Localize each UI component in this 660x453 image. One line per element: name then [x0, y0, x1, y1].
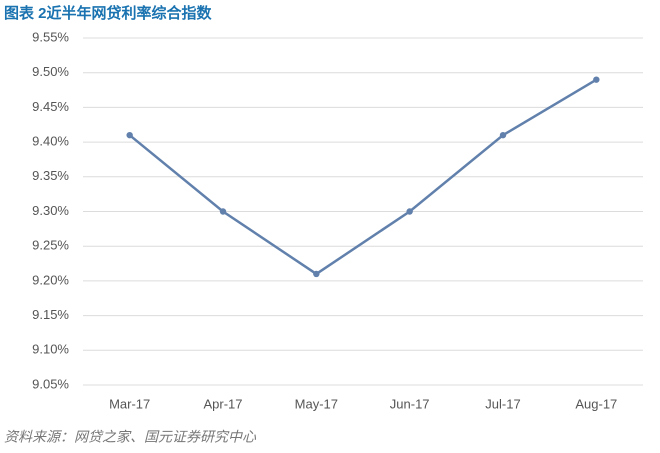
- source-note: 资料来源：网贷之家、国元证券研究中心: [4, 429, 257, 445]
- x-tick-label: Aug-17: [575, 396, 617, 411]
- y-tick-label: 9.05%: [32, 376, 69, 391]
- data-point: [406, 208, 413, 215]
- data-line: [128, 78, 597, 276]
- chart-title: 图表 2近半年网贷利率综合指数: [4, 4, 213, 22]
- x-tick-label: Mar-17: [109, 396, 150, 411]
- y-tick-label: 9.35%: [32, 168, 69, 183]
- data-point: [219, 208, 227, 215]
- y-tick-label: 9.55%: [32, 29, 69, 44]
- y-tick-label: 9.50%: [32, 64, 69, 79]
- y-tick-label: 9.40%: [32, 134, 69, 149]
- y-tick-label: 9.15%: [32, 307, 69, 322]
- data-point: [593, 76, 600, 83]
- y-tick-label: 9.10%: [32, 342, 69, 357]
- y-tick-label: 9.30%: [32, 203, 69, 218]
- data-point: [499, 131, 507, 139]
- x-tick-label: Jul-17: [485, 396, 520, 411]
- x-tick-label: May-17: [295, 396, 338, 411]
- y-tick-label: 9.45%: [32, 99, 69, 114]
- y-tick-label: 9.25%: [32, 238, 69, 253]
- data-point: [126, 131, 133, 139]
- x-tick-label: Jun-17: [390, 396, 430, 411]
- y-tick-label: 9.20%: [32, 272, 69, 287]
- x-tick-label: Apr-17: [203, 396, 242, 411]
- data-point: [313, 270, 320, 278]
